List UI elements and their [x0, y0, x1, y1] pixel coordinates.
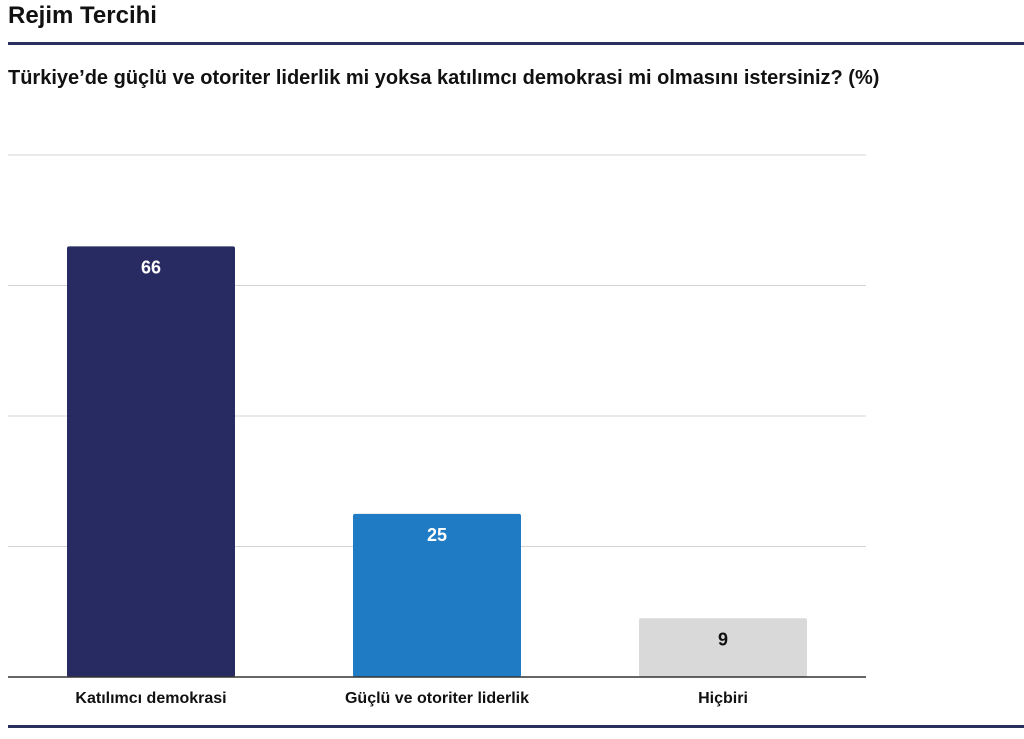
x-tick-label: Katılımcı demokrasi: [75, 690, 226, 707]
x-tick-label: Güçlü ve otoriter liderlik: [345, 690, 529, 707]
data-label: 25: [427, 525, 447, 545]
bar: [67, 246, 235, 677]
data-label: 9: [718, 629, 728, 649]
x-tick-label: Hiçbiri: [698, 690, 748, 707]
page-title: Rejim Tercihi: [8, 2, 157, 29]
data-label: 66: [141, 257, 161, 277]
chart-title: Türkiye’de güçlü ve otoriter liderlik mi…: [8, 67, 880, 89]
bar: [353, 513, 521, 677]
bar: [639, 618, 807, 677]
header-divider: [8, 42, 1024, 45]
footer-divider: [8, 725, 1024, 728]
